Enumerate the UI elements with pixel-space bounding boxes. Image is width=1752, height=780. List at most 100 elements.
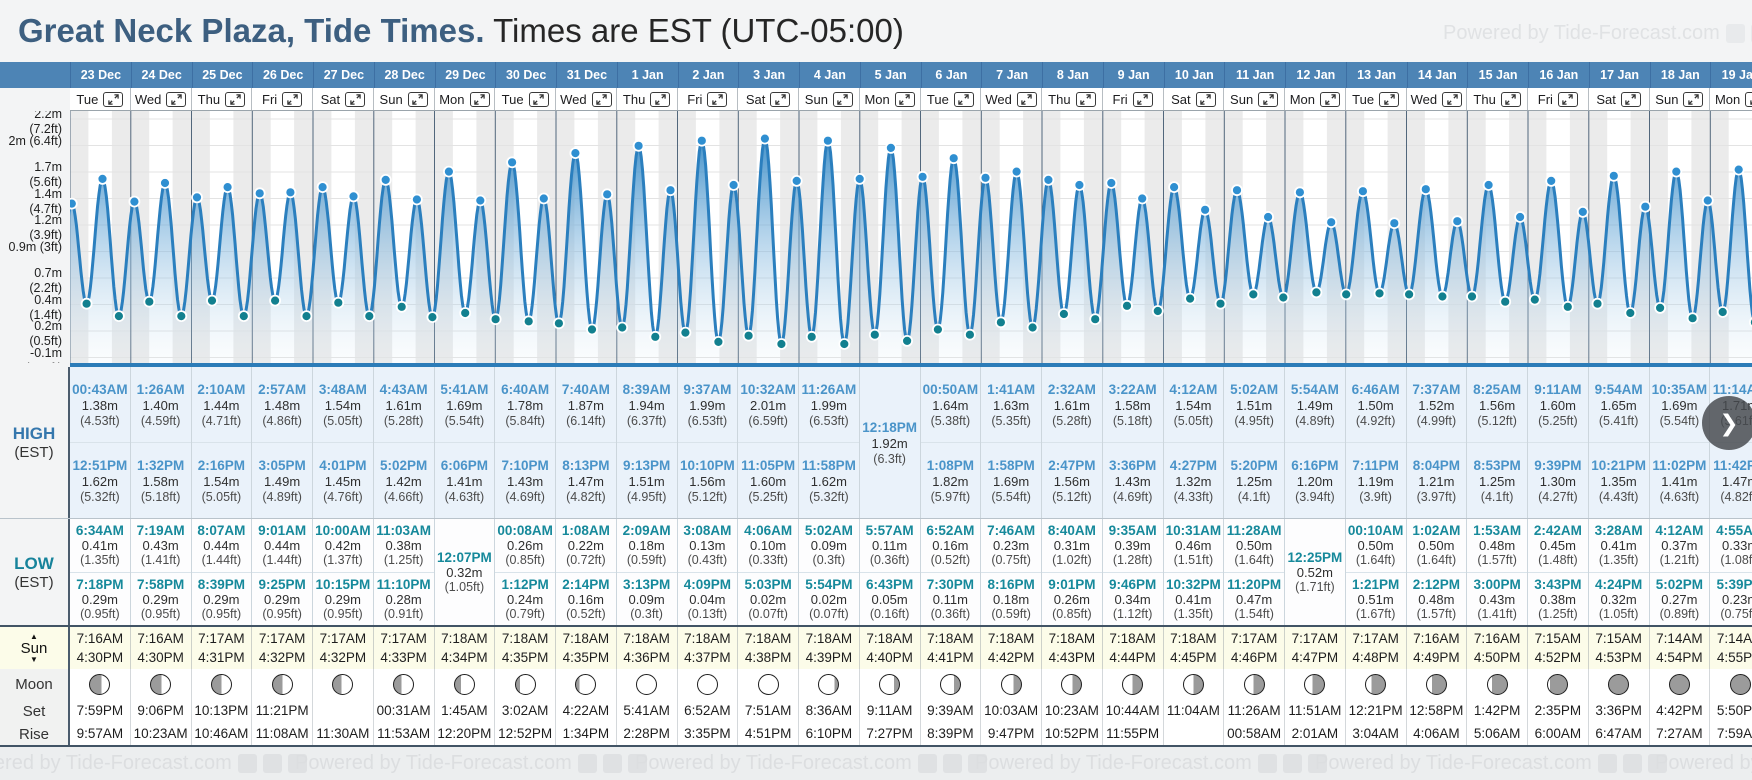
tide-high-cell: 3:22AM 1.58m (5.18ft) 3:36PM 1.43m (4.69ft): [1102, 367, 1164, 518]
expand-day-button[interactable]: [528, 91, 549, 107]
tide-height-m: 0.31m: [1053, 538, 1090, 554]
tide-height-ft: (4.89ft): [1295, 413, 1335, 428]
moon-cell: [131, 669, 192, 700]
expand-day-button[interactable]: [1500, 91, 1521, 107]
tide-time: 6:52AM: [926, 523, 975, 539]
expand-day-button[interactable]: [770, 91, 791, 107]
sunrise-time: 7:18AM: [1048, 631, 1096, 646]
date-cell: 31 Dec: [556, 62, 617, 88]
expand-day-button[interactable]: [1745, 91, 1752, 107]
tide-height-ft: (1.35ft): [1598, 553, 1639, 568]
weekday-cell: Sat: [1589, 88, 1650, 110]
tide-height-ft: (4.27ft): [1538, 489, 1578, 504]
tide-high-cell: 7:37AM 1.52m (4.99ft) 8:04PM 1.21m (3.97ft): [1406, 367, 1468, 518]
tide-height-m: 1.35m: [1600, 473, 1637, 489]
tide-event: 3:00PM 0.43m (1.41ft): [1467, 571, 1527, 626]
tide-event: 9:37AM 1.99m (6.53ft): [678, 367, 738, 442]
tide-event: 3:43PM 0.38m (1.25ft): [1528, 571, 1588, 626]
expand-day-button[interactable]: [1016, 91, 1037, 107]
high-tide-point: [379, 174, 392, 186]
weekday-label: Sun: [1230, 91, 1254, 107]
expand-day-button[interactable]: [103, 91, 124, 107]
expand-day-button[interactable]: [1683, 91, 1704, 107]
moon-phase-icon: [210, 674, 232, 695]
expand-day-button[interactable]: [1258, 91, 1279, 107]
expand-day-button[interactable]: [707, 91, 728, 107]
tide-event: 7:18PM 0.29m (0.95ft): [70, 571, 130, 626]
tide-height-m: 0.09m: [628, 591, 665, 607]
expand-day-button[interactable]: [1379, 91, 1400, 107]
sunset-time: 4:35PM: [562, 650, 610, 665]
moon-cell: [1710, 669, 1752, 700]
tide-height-ft: (0.85ft): [1052, 606, 1092, 621]
expand-day-button[interactable]: [832, 91, 853, 107]
tide-time: 6:40AM: [501, 381, 550, 397]
tide-height-m: 0.23m: [1722, 591, 1752, 607]
weekday-label: Tue: [501, 91, 524, 107]
low-tide-point: [1089, 313, 1102, 326]
moonset-cell: 3:36PM: [1589, 700, 1650, 723]
moonrise-cell: 4:06AM: [1407, 723, 1468, 745]
date-cell: 26 Dec: [252, 62, 313, 88]
date-cell: 23 Dec: [70, 62, 131, 88]
weekday-label: Sat: [1171, 91, 1191, 107]
weekday-cell: Fri: [1528, 88, 1589, 110]
expand-day-button[interactable]: [1195, 91, 1216, 107]
high-tide-point: [601, 188, 614, 201]
moon-row-label: Moon: [0, 669, 70, 700]
date-cell: 8 Jan: [1042, 62, 1103, 88]
sunset-time: 4:54PM: [1656, 650, 1703, 665]
weekday-row: Tue Wed Thu Fri Sat Sun Mon Tue Wed Thu Fri Sat Sun M…: [0, 88, 1752, 111]
low-label: LOW: [14, 553, 54, 573]
tide-event: 5:02PM 0.27m (0.89ft): [1649, 571, 1710, 626]
expand-day-button[interactable]: [1132, 91, 1153, 107]
moon-cell: [678, 669, 739, 700]
weekday-label: Sun: [379, 91, 403, 107]
expand-day-button[interactable]: [166, 91, 187, 107]
watermark-icon: [1257, 754, 1277, 773]
low-tide-point: [742, 329, 755, 342]
expand-day-button[interactable]: [225, 91, 246, 107]
tide-event: 1:53AM 0.48m (1.57ft): [1467, 519, 1527, 572]
expand-day-button[interactable]: [282, 91, 303, 107]
tide-low-cell: 9:01AM 0.44m (1.44ft) 9:25PM 0.29m (0.95ft): [252, 519, 313, 625]
tide-height-ft: (1.02ft): [1052, 553, 1092, 568]
expand-day-button[interactable]: [1620, 91, 1641, 107]
moonset-cell: 2:35PM: [1528, 700, 1589, 723]
high-tide-point: [1294, 186, 1306, 199]
high-tide-point: [790, 175, 803, 187]
tide-low-cell: 1:02AM 0.50m (1.64ft) 2:12PM 0.48m (1.57ft): [1406, 519, 1468, 625]
expand-icon: [837, 93, 849, 105]
tide-event: 11:42PM1.47m(4.82ft): [1710, 442, 1752, 518]
high-tide-point: [1199, 203, 1211, 216]
next-page-button[interactable]: ❯: [1702, 396, 1752, 450]
expand-day-button[interactable]: [345, 91, 366, 107]
sun-cell: 7:18AM 4:43PM: [1042, 627, 1103, 669]
high-tide-point: [1576, 206, 1589, 218]
expand-icon: [349, 93, 361, 105]
expand-day-button[interactable]: [469, 91, 490, 107]
tide-height-ft: (0.36ft): [869, 553, 910, 568]
low-tide-point: [1716, 306, 1729, 318]
expand-day-button[interactable]: [1075, 91, 1096, 107]
tide-height-m: 0.04m: [689, 591, 726, 607]
tide-event: 1:12PM 0.24m (0.79ft): [495, 571, 555, 626]
expand-day-button[interactable]: [650, 91, 671, 107]
expand-day-button[interactable]: [1442, 91, 1463, 107]
low-tide-point: [332, 296, 345, 309]
expand-day-button[interactable]: [953, 91, 974, 107]
tide-height-m: 0.16m: [567, 591, 604, 607]
expand-day-button[interactable]: [1320, 91, 1341, 107]
tide-time: 12:25PM: [1287, 550, 1343, 565]
weekday-label: Wed: [985, 91, 1012, 107]
expand-day-button[interactable]: [591, 91, 612, 107]
expand-day-button[interactable]: [894, 91, 915, 107]
tide-height-ft: (5.54ft): [991, 489, 1031, 504]
tide-event: 11:03AM 0.38m (1.25ft): [374, 519, 434, 572]
expand-day-button[interactable]: [1557, 91, 1578, 107]
expand-day-button[interactable]: [407, 91, 428, 107]
expand-icon: [1383, 93, 1395, 105]
tide-time: 8:04PM: [1412, 457, 1461, 473]
date-header-spacer: [0, 62, 70, 88]
sunset-time: 4:32PM: [258, 650, 306, 665]
